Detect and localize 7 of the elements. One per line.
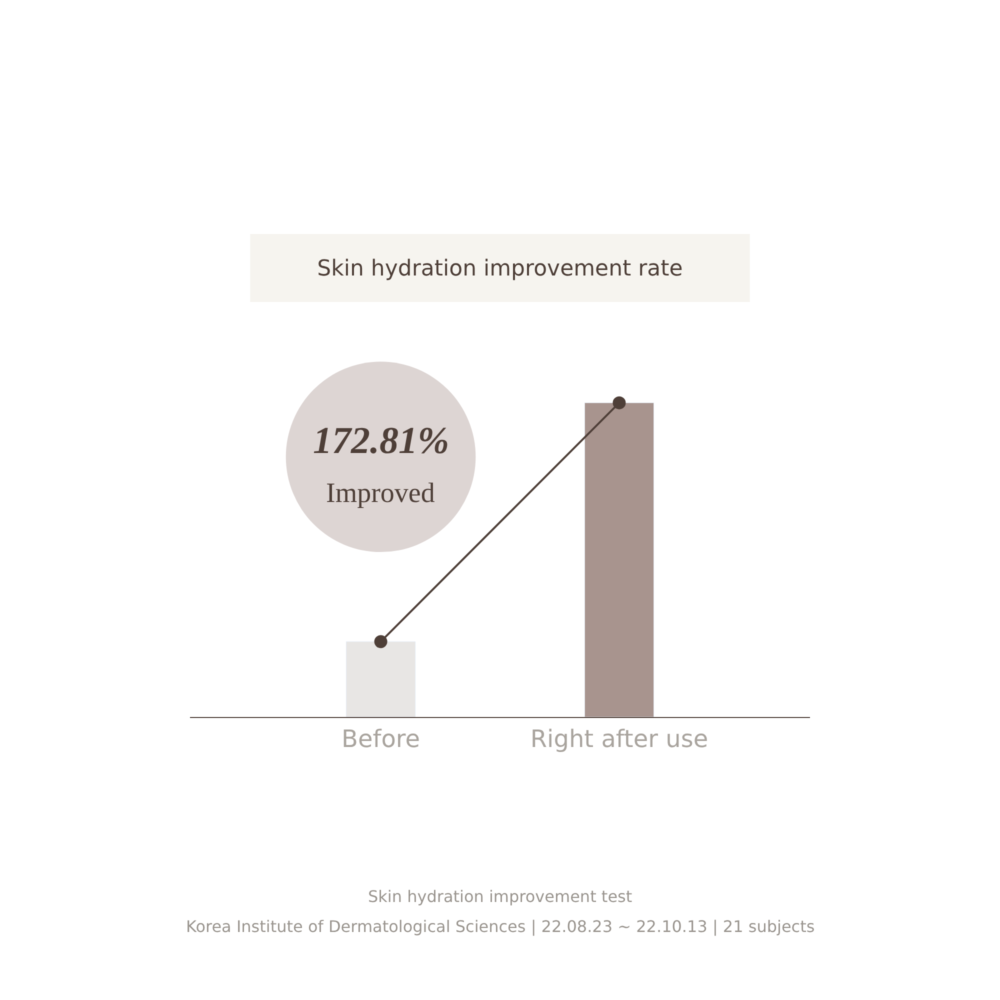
annotation: Improved — [326, 478, 435, 509]
chart-title: Skin hydration improvement rate — [317, 256, 683, 282]
annotation: 172.81% — [313, 420, 450, 462]
x-tick-label: Before — [342, 724, 420, 753]
x-tick-label: Right after use — [530, 724, 708, 753]
text: Skin hydration improvement test — [368, 887, 632, 906]
text: Korea Institute of Dermatological Sciences | 22.08.23 ~ 22.10.13 | 21 subjects — [186, 917, 815, 936]
